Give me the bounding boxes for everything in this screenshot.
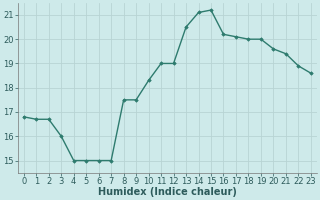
X-axis label: Humidex (Indice chaleur): Humidex (Indice chaleur): [98, 187, 237, 197]
